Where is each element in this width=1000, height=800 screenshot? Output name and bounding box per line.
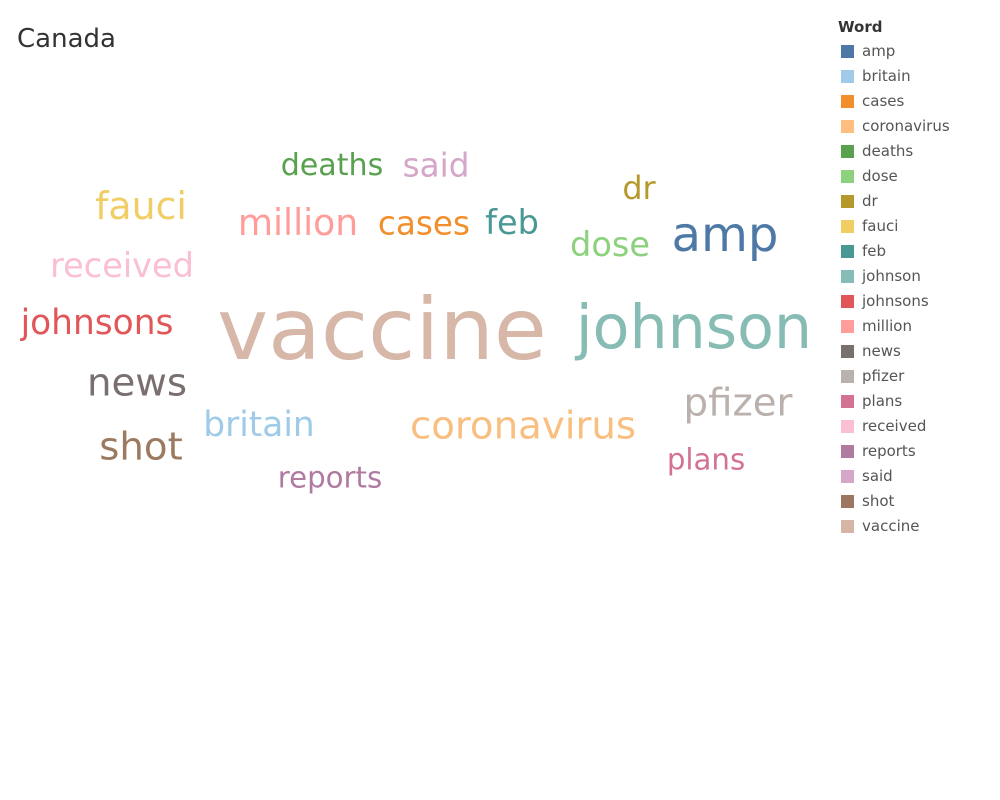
legend-swatch <box>841 345 854 358</box>
legend-item-amp[interactable]: amp <box>838 39 998 64</box>
legend-item-million[interactable]: million <box>838 314 998 339</box>
legend: Word amp britain cases coronavirus deaths dos… <box>838 17 998 539</box>
legend-swatch <box>841 195 854 208</box>
legend-label: pfizer <box>862 367 905 385</box>
legend-item-said[interactable]: said <box>838 464 998 489</box>
legend-item-johnsons[interactable]: johnsons <box>838 289 998 314</box>
word-received: received <box>50 246 194 286</box>
legend-swatch <box>841 470 854 483</box>
legend-item-plans[interactable]: plans <box>838 389 998 414</box>
legend-item-dose[interactable]: dose <box>838 164 998 189</box>
legend-swatch <box>841 420 854 433</box>
legend-swatch <box>841 220 854 233</box>
legend-item-shot[interactable]: shot <box>838 489 998 514</box>
legend-label: feb <box>862 242 887 260</box>
legend-swatch <box>841 320 854 333</box>
legend-swatch <box>841 445 854 458</box>
legend-label: cases <box>862 92 905 110</box>
word-dose: dose <box>570 225 650 265</box>
legend-item-vaccine[interactable]: vaccine <box>838 514 998 539</box>
word-shot: shot <box>99 424 183 470</box>
legend-item-pfizer[interactable]: pfizer <box>838 364 998 389</box>
legend-item-britain[interactable]: britain <box>838 64 998 89</box>
legend-label: plans <box>862 392 903 410</box>
word-britain: britain <box>203 404 315 445</box>
legend-item-cases[interactable]: cases <box>838 89 998 114</box>
word-vaccine: vaccine <box>217 280 547 380</box>
word-reports: reports <box>277 460 383 495</box>
legend-label: dose <box>862 167 898 185</box>
legend-label: coronavirus <box>862 117 950 135</box>
legend-item-received[interactable]: received <box>838 414 998 439</box>
legend-label: fauci <box>862 217 899 235</box>
legend-swatch <box>841 495 854 508</box>
word-million: million <box>237 200 359 244</box>
word-fauci: fauci <box>95 184 187 229</box>
legend-swatch <box>841 245 854 258</box>
legend-items: amp britain cases coronavirus deaths dose dr fa… <box>838 39 998 539</box>
legend-label: amp <box>862 42 896 60</box>
word-cases: cases <box>377 204 471 243</box>
legend-label: said <box>862 467 893 485</box>
legend-label: reports <box>862 442 916 460</box>
word-dr: dr <box>622 169 656 208</box>
word-news: news <box>86 360 188 406</box>
legend-item-news[interactable]: news <box>838 339 998 364</box>
legend-item-feb[interactable]: feb <box>838 239 998 264</box>
word-cloud: vaccine johnson amp coronavirus news shot pfiz… <box>20 146 813 495</box>
legend-swatch <box>841 520 854 533</box>
word-said: said <box>402 146 470 185</box>
legend-item-dr[interactable]: dr <box>838 189 998 214</box>
legend-item-deaths[interactable]: deaths <box>838 139 998 164</box>
legend-title: Word <box>838 18 883 36</box>
word-deaths: deaths <box>280 147 384 183</box>
legend-swatch <box>841 370 854 383</box>
legend-label: dr <box>862 192 878 210</box>
word-johnson: johnson <box>575 292 813 363</box>
legend-item-reports[interactable]: reports <box>838 439 998 464</box>
word-coronavirus: coronavirus <box>409 403 637 449</box>
legend-swatch <box>841 45 854 58</box>
legend-swatch <box>841 170 854 183</box>
word-feb: feb <box>485 203 539 243</box>
word-pfizer: pfizer <box>683 380 793 426</box>
legend-label: deaths <box>862 142 914 160</box>
legend-label: shot <box>862 492 895 510</box>
legend-label: johnsons <box>862 292 929 310</box>
legend-item-fauci[interactable]: fauci <box>838 214 998 239</box>
legend-swatch <box>841 270 854 283</box>
word-johnsons: johnsons <box>20 302 174 343</box>
legend-label: news <box>862 342 901 360</box>
legend-label: johnson <box>862 267 921 285</box>
legend-swatch <box>841 295 854 308</box>
legend-swatch <box>841 70 854 83</box>
legend-swatch <box>841 120 854 133</box>
word-amp: amp <box>671 206 779 263</box>
legend-swatch <box>841 145 854 158</box>
legend-label: million <box>862 317 912 335</box>
legend-item-johnson[interactable]: johnson <box>838 264 998 289</box>
legend-label: britain <box>862 67 911 85</box>
chart-title: Canada <box>17 24 116 54</box>
legend-item-coronavirus[interactable]: coronavirus <box>838 114 998 139</box>
legend-swatch <box>841 95 854 108</box>
word-plans: plans <box>666 442 746 477</box>
legend-label: vaccine <box>862 517 920 535</box>
legend-swatch <box>841 395 854 408</box>
legend-label: received <box>862 417 927 435</box>
